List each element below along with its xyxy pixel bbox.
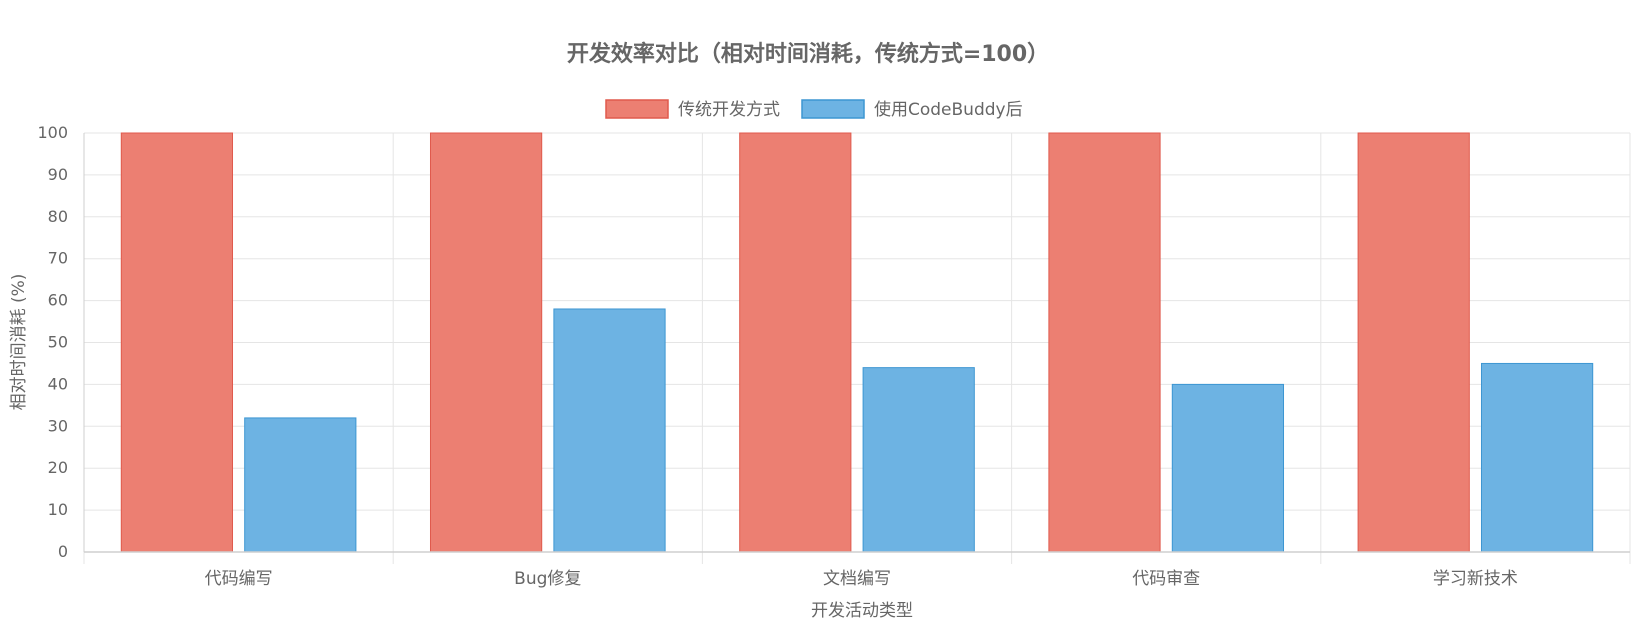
y-tick-label: 90: [48, 165, 68, 184]
bar-traditional: [1048, 132, 1161, 553]
legend: 传统开发方式 使用CodeBuddy后: [605, 99, 1023, 120]
y-tick-label: 30: [48, 416, 68, 435]
x-tick-label: 学习新技术: [1433, 569, 1518, 589]
x-tick-label: 文档编写: [823, 569, 891, 589]
y-tick-label: 60: [48, 291, 68, 310]
bar-traditional: [739, 132, 852, 553]
chart-title: 开发效率对比（相对时间消耗，传统方式=100）: [567, 41, 1049, 67]
axes: 0 10 20 30 40 50 60 70 80 90 100 代码编写 Bug修复 文档编写 代码审查 学…: [37, 123, 1630, 589]
legend-label: 使用CodeBuddy后: [874, 99, 1023, 120]
x-tick-label: Bug修复: [514, 569, 581, 589]
bar-traditional: [120, 132, 234, 553]
bars: [120, 132, 1594, 553]
y-tick-label: 100: [37, 123, 68, 142]
bar-codebuddy: [1480, 362, 1594, 553]
y-tick-label: 50: [48, 333, 68, 352]
y-tick-label: 0: [58, 542, 68, 561]
y-tick-label: 10: [48, 500, 68, 519]
legend-label: 传统开发方式: [678, 100, 780, 120]
bar-codebuddy: [244, 417, 357, 553]
x-axis-title: 开发活动类型: [811, 601, 913, 621]
bar-codebuddy: [1171, 383, 1285, 553]
legend-swatch: [801, 99, 865, 119]
bar-traditional: [1357, 132, 1470, 553]
y-tick-label: 40: [48, 374, 68, 393]
bar-codebuddy: [862, 367, 975, 553]
y-tick-label: 20: [48, 458, 68, 477]
y-axis-title: 相对时间消耗 (%): [9, 274, 29, 411]
bar-codebuddy: [553, 308, 666, 553]
x-tick-label: 代码编写: [205, 569, 273, 589]
y-tick-label: 70: [48, 249, 68, 268]
x-tick-label: 代码审查: [1132, 569, 1200, 589]
legend-swatch: [605, 99, 669, 119]
bar-traditional: [429, 132, 543, 553]
y-tick-label: 80: [48, 207, 68, 226]
